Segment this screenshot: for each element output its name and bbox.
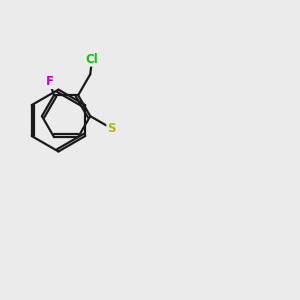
Text: F: F (46, 76, 54, 88)
Text: Cl: Cl (85, 53, 98, 66)
Text: S: S (107, 122, 116, 135)
